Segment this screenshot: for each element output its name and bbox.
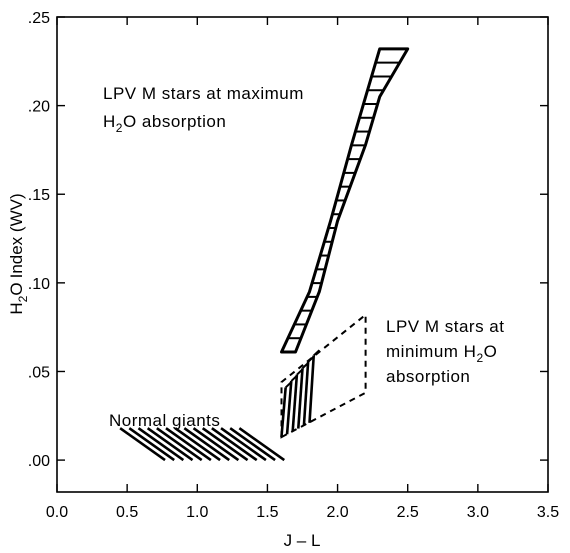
x-tick-label: 1.0 — [186, 504, 208, 521]
normal-giants-hatch — [238, 427, 286, 462]
normal-giants-hatch — [137, 427, 185, 462]
y-axis-title-prefix: H — [7, 302, 26, 314]
normal-giants-hatch — [119, 427, 166, 462]
normal-giants-hatch — [201, 427, 249, 462]
x-tick-label: 2.0 — [326, 504, 348, 521]
x-tick-label: 2.5 — [397, 504, 419, 521]
min-absorption-tick — [296, 368, 304, 429]
chart-regions — [119, 47, 410, 462]
region-label-part: H — [103, 112, 116, 131]
y-tick-label: .05 — [28, 364, 50, 381]
normal-giants-hatch — [146, 427, 194, 462]
min-absorption-tick — [280, 387, 287, 438]
normal-giants-hatch — [229, 427, 276, 462]
region-label: minimum H2O — [386, 342, 497, 365]
y-axis-title-main: Index (WV) — [7, 193, 26, 278]
normal-giants-hatch — [211, 427, 258, 462]
region-label: LPV M stars at — [386, 317, 504, 336]
y-axis-title-suffix: O — [7, 282, 26, 295]
region-label-sub: 2 — [116, 121, 123, 135]
normal-giants-hatch — [128, 427, 175, 462]
y-tick-label: .10 — [28, 276, 50, 293]
normal-giants-hatch — [156, 427, 203, 462]
normal-giants-hatch — [165, 427, 212, 462]
min-absorption-tick — [302, 361, 310, 426]
min-absorption-tick — [285, 380, 293, 435]
y-tick-label: .00 — [28, 453, 50, 470]
x-tick-label: 3.0 — [467, 504, 489, 521]
y-tick-label: .25 — [28, 10, 50, 27]
x-axis-title: J – L — [284, 531, 321, 550]
x-tick-label: 0.0 — [46, 504, 68, 521]
y-axis-title-sub: 2 — [16, 295, 30, 302]
axis-ticks — [56, 16, 549, 492]
x-tick-label: 3.5 — [537, 504, 559, 521]
plot-frame — [56, 16, 549, 493]
x-tick-label: 0.5 — [116, 504, 138, 521]
min-absorption-tick — [308, 355, 316, 423]
region-label: LPV M stars at maximum — [103, 84, 304, 103]
min-absorption-tick — [291, 374, 299, 432]
region-label: H2O absorption — [103, 112, 226, 135]
normal-giants-hatch — [174, 427, 221, 462]
max-absorption-band-outline — [280, 47, 410, 354]
y-tick-label: .20 — [28, 99, 50, 116]
normal-giants-hatch — [220, 427, 267, 462]
min-absorption-outline — [280, 312, 367, 439]
region-label: absorption — [386, 367, 470, 386]
x-tick-label: 1.5 — [256, 504, 278, 521]
axis-tick-labels: 0.0 0.5 1.0 1.5 2.0 2.5 3.0 3.5 .00 .05 .10 .15 .20.… — [28, 10, 559, 521]
region-label: Normal giants — [109, 411, 220, 430]
y-tick-label: .15 — [28, 187, 50, 204]
y-axis-title: H2O Index (WV) — [7, 193, 30, 314]
region-label-part: O — [484, 342, 498, 361]
normal-giants-hatch — [183, 427, 230, 462]
normal-giants-hatch — [192, 427, 240, 462]
region-label-part: minimum H — [386, 342, 476, 361]
region-label-sub: 2 — [476, 351, 483, 365]
min-absorption-tick-cap — [313, 349, 321, 357]
region-label-part: O absorption — [123, 112, 226, 131]
